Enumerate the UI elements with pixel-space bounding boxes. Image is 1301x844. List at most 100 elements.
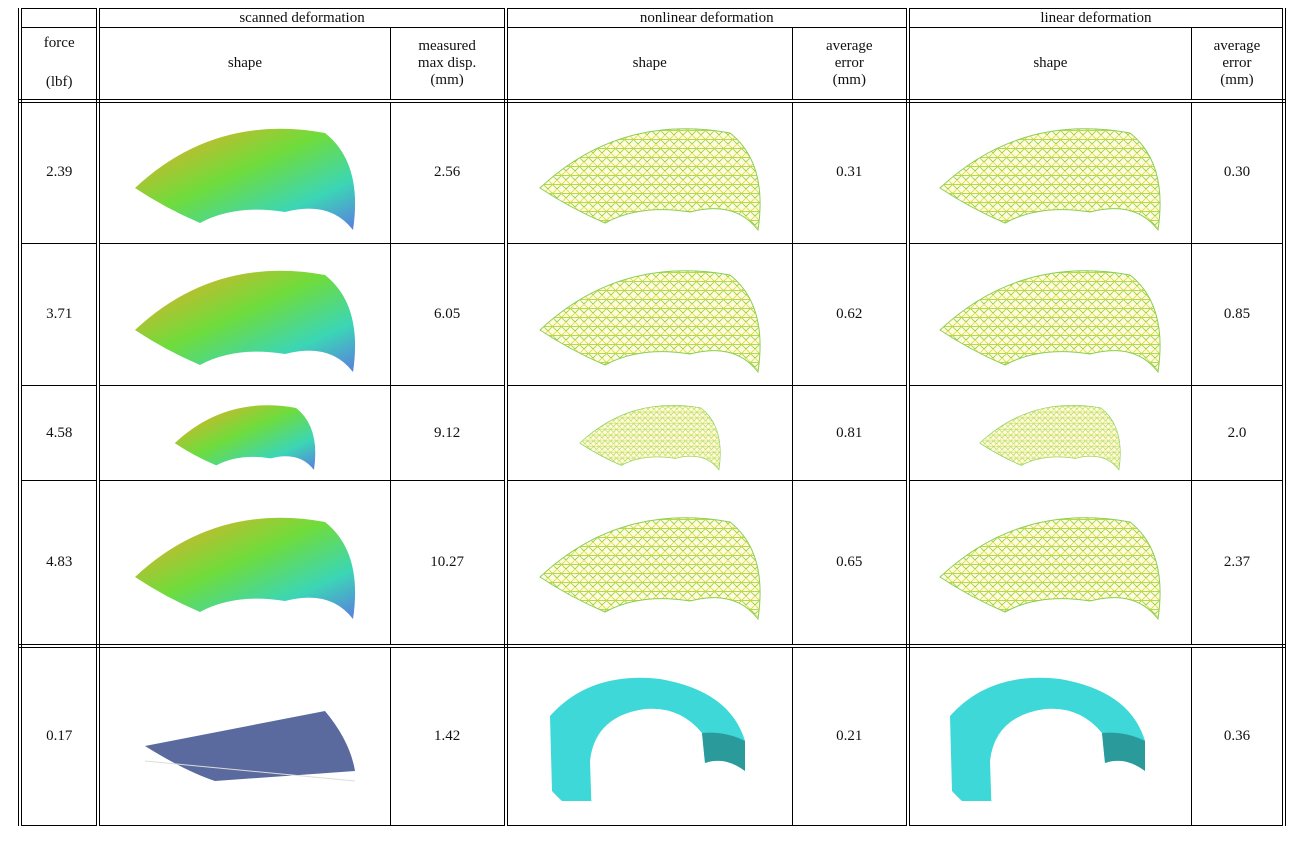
cell-text: 0.17 — [22, 728, 96, 745]
value-cell: 0.31 — [792, 101, 908, 244]
cell-text: 0.62 — [793, 306, 906, 323]
cell-text: 4.83 — [22, 554, 96, 571]
shape-image — [530, 250, 770, 380]
shape-header: shape — [506, 28, 793, 101]
cell-text: 0.85 — [1192, 306, 1282, 323]
cell-text: force — [22, 35, 96, 52]
shape-image — [125, 671, 365, 801]
group-header: linear deformation — [908, 9, 1284, 28]
cell-text: 1.42 — [391, 728, 504, 745]
data-row: 4.58 9.12 0.81 2.0 — [20, 386, 1284, 481]
value-cell: 2.37 — [1191, 481, 1284, 646]
cell-text: average — [1192, 38, 1282, 55]
value-cell: 2.56 — [390, 101, 506, 244]
cell-text: error — [793, 55, 906, 72]
shape-cell — [908, 101, 1192, 244]
cell-text: 0.81 — [793, 425, 906, 442]
shape-cell — [98, 244, 390, 386]
shape-cell — [908, 646, 1192, 826]
shape-cell — [98, 646, 390, 826]
shape-cell — [506, 244, 793, 386]
value-cell: 1.42 — [390, 646, 506, 826]
data-row: 3.71 6.05 0.62 0.85 — [20, 244, 1284, 386]
shape-header: shape — [98, 28, 390, 101]
force-header: force (lbf) — [20, 28, 98, 101]
cell-text: max disp. — [391, 55, 504, 72]
cell-text: 2.56 — [391, 164, 504, 181]
shape-cell — [908, 481, 1192, 646]
data-row: 0.17 1.42 0.21 0.36 — [20, 646, 1284, 826]
shape-cell — [98, 101, 390, 244]
cell-text: shape — [100, 55, 389, 72]
value-cell: 10.27 — [390, 481, 506, 646]
cell-text: scanned deformation — [100, 10, 503, 27]
page: scanned deformation nonlinear deformation… — [0, 0, 1301, 844]
shape-image — [930, 250, 1170, 380]
cell-text: (mm) — [793, 72, 906, 89]
shape-cell — [506, 646, 793, 826]
value-cell: 9.12 — [390, 386, 506, 481]
cell-text: linear deformation — [910, 10, 1282, 27]
value-cell: 2.0 — [1191, 386, 1284, 481]
cell-text: 6.05 — [391, 306, 504, 323]
shape-image — [125, 392, 365, 475]
cell-text: average — [793, 38, 906, 55]
cell-text: nonlinear deformation — [508, 10, 906, 27]
shape-cell — [98, 386, 390, 481]
shape-cell — [506, 481, 793, 646]
force-cell: 4.58 — [20, 386, 98, 481]
value-cell: 0.85 — [1191, 244, 1284, 386]
force-cell: 4.83 — [20, 481, 98, 646]
value-cell: 0.36 — [1191, 646, 1284, 826]
cell-text: 2.37 — [1192, 554, 1282, 571]
cell-text: (mm) — [1192, 72, 1282, 89]
shape-image — [125, 250, 365, 380]
value-cell: 6.05 — [390, 244, 506, 386]
shape-image — [530, 497, 770, 627]
shape-cell — [98, 481, 390, 646]
value-cell: 0.30 — [1191, 101, 1284, 244]
cell-text: 4.58 — [22, 425, 96, 442]
cell-text: error — [1192, 55, 1282, 72]
cell-text: shape — [508, 55, 792, 72]
cell-text: (lbf) — [22, 74, 96, 91]
cell-text: shape — [910, 55, 1191, 72]
results-table: scanned deformation nonlinear deformation… — [18, 8, 1286, 826]
cell-text: measured — [391, 38, 504, 55]
shape-cell — [506, 101, 793, 244]
group-header: nonlinear deformation — [506, 9, 908, 28]
data-row: 2.39 2.56 0.31 0.30 — [20, 101, 1284, 244]
force-cell: 3.71 — [20, 244, 98, 386]
cell-text: 0.30 — [1192, 164, 1282, 181]
force-cell: 0.17 — [20, 646, 98, 826]
value-cell: 0.81 — [792, 386, 908, 481]
cell-text: 2.0 — [1192, 425, 1282, 442]
value-cell: 0.21 — [792, 646, 908, 826]
data-row: 4.83 10.27 0.65 2.37 — [20, 481, 1284, 646]
value-cell: 0.62 — [792, 244, 908, 386]
shape-header: shape — [908, 28, 1192, 101]
shape-image — [125, 497, 365, 627]
value-cell: 0.65 — [792, 481, 908, 646]
cell-text: 0.65 — [793, 554, 906, 571]
cell-text: 10.27 — [391, 554, 504, 571]
shape-image — [530, 108, 770, 238]
shape-image — [930, 392, 1170, 475]
shape-image — [530, 671, 770, 801]
shape-image — [930, 671, 1170, 801]
group-header: scanned deformation — [98, 9, 505, 28]
header-row: scanned deformation nonlinear deformation… — [20, 9, 1284, 28]
cell-text: 3.71 — [22, 306, 96, 323]
cell-text: 2.39 — [22, 164, 96, 181]
cell-text: 0.21 — [793, 728, 906, 745]
cell-text: (mm) — [391, 72, 504, 89]
shape-cell — [908, 386, 1192, 481]
shape-cell — [908, 244, 1192, 386]
shape-image — [530, 392, 770, 475]
cell-text: 0.36 — [1192, 728, 1282, 745]
cell-text: 9.12 — [391, 425, 504, 442]
